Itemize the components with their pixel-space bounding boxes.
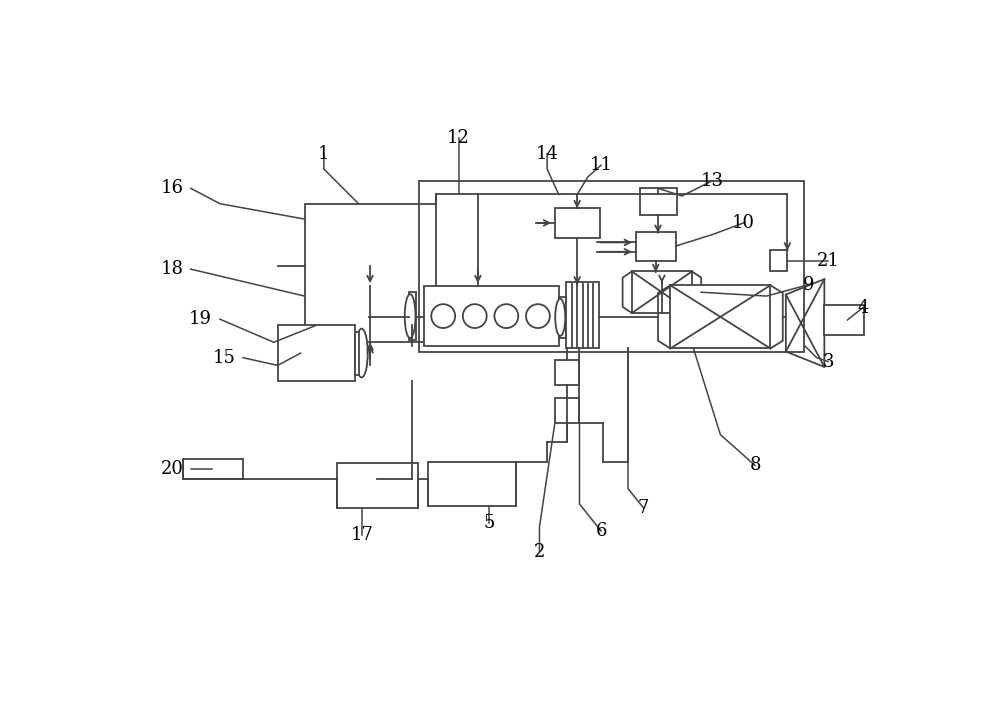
Bar [636, 232, 676, 261]
Bar [424, 286, 559, 346]
Text: 10: 10 [732, 214, 755, 232]
Ellipse shape [555, 299, 565, 336]
Bar [640, 188, 677, 215]
Text: 9: 9 [803, 276, 815, 294]
Text: 6: 6 [595, 522, 607, 540]
Text: 11: 11 [590, 156, 613, 174]
Text: 21: 21 [817, 253, 840, 271]
Text: 20: 20 [161, 461, 184, 479]
Bar [824, 305, 864, 334]
Bar [305, 204, 436, 342]
Bar [337, 464, 418, 508]
Bar [555, 207, 600, 238]
Text: 4: 4 [857, 299, 869, 317]
Text: 12: 12 [447, 129, 470, 147]
Bar [555, 399, 579, 423]
Text: 2: 2 [534, 543, 545, 561]
Text: 7: 7 [638, 499, 649, 517]
Text: 3: 3 [822, 352, 834, 370]
Bar [566, 282, 599, 349]
Bar [770, 250, 787, 271]
Bar [409, 292, 416, 340]
Text: 5: 5 [484, 514, 495, 532]
Bar [419, 180, 804, 352]
Text: 18: 18 [161, 260, 184, 278]
Bar [559, 297, 566, 338]
Text: 14: 14 [536, 144, 559, 162]
Bar [278, 326, 355, 380]
Text: 17: 17 [351, 526, 374, 544]
Bar [428, 461, 516, 505]
Text: 13: 13 [701, 172, 724, 190]
Text: 16: 16 [161, 179, 184, 197]
Bar [183, 458, 243, 479]
Bar [632, 271, 692, 313]
Ellipse shape [405, 294, 415, 338]
Bar [555, 360, 579, 385]
Bar [670, 285, 770, 349]
Bar [355, 331, 359, 375]
Text: 1: 1 [318, 144, 330, 162]
Text: 15: 15 [212, 349, 235, 367]
Text: 19: 19 [189, 310, 212, 329]
Text: 8: 8 [749, 456, 761, 474]
Ellipse shape [355, 329, 368, 378]
